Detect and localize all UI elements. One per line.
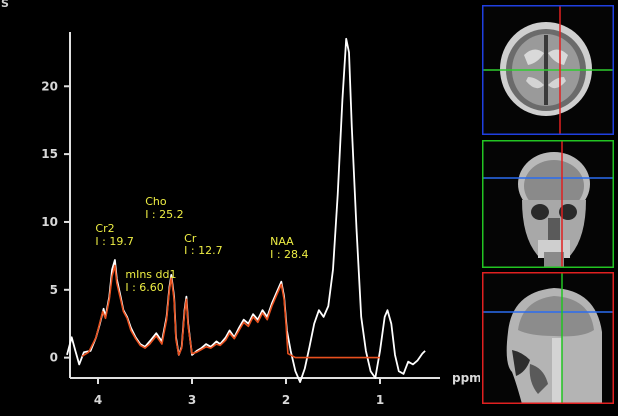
x-tick-label: 3 xyxy=(188,393,196,407)
sagittal-localizer-view[interactable] xyxy=(482,272,614,404)
peak-label-value: I : 28.4 xyxy=(270,248,308,261)
y-tick-label: 0 xyxy=(50,351,58,365)
axial-localizer-view[interactable] xyxy=(482,5,614,135)
y-tick-label: 10 xyxy=(41,215,58,229)
x-tick-label: 1 xyxy=(376,393,384,407)
x-tick-label: 4 xyxy=(94,393,102,407)
coronal-localizer-view[interactable] xyxy=(482,140,614,268)
peak-label-name: Cr xyxy=(184,232,197,245)
x-axis-title: ppm xyxy=(452,371,480,385)
corner-label: S xyxy=(1,0,9,10)
peak-label-name: NAA xyxy=(270,235,294,248)
peak-label-name: Cho xyxy=(145,195,167,208)
peak-label-value: I : 25.2 xyxy=(145,208,183,221)
peak-label-value: I : 12.7 xyxy=(184,244,222,257)
spectrum-line xyxy=(66,37,426,383)
fitted-line xyxy=(81,264,380,359)
peak-label-value: I : 6.60 xyxy=(125,281,163,294)
y-tick-label: 5 xyxy=(50,283,58,297)
peak-label-name: mIns dd1 xyxy=(125,268,176,281)
peak-label-value: I : 19.7 xyxy=(95,235,133,248)
x-tick-label: 2 xyxy=(282,393,290,407)
chart-axes: 0 5 10 15 20 4 3 2 1 ppm xyxy=(41,32,480,407)
y-tick-label: 20 xyxy=(41,79,58,93)
chart-series xyxy=(66,37,426,383)
spectrum-panel: 0 5 10 15 20 4 3 2 1 ppm Cr2 I : 19.7 Cho I : 25.2 Cr… xyxy=(41,32,480,407)
y-tick-label: 15 xyxy=(41,147,58,161)
peak-label-name: Cr2 xyxy=(95,222,114,235)
